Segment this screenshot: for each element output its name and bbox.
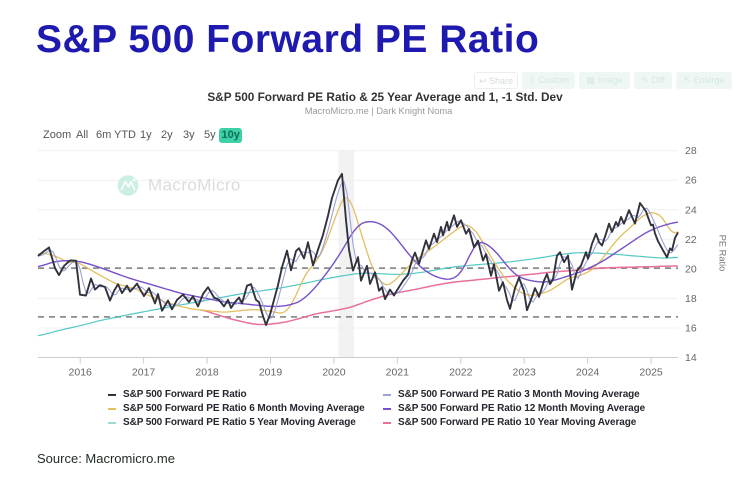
svg-text:16: 16	[685, 323, 697, 335]
svg-text:20: 20	[685, 263, 697, 275]
svg-text:2024: 2024	[576, 367, 600, 379]
svg-text:2016: 2016	[69, 367, 93, 379]
svg-text:PE Ratio: PE Ratio	[718, 235, 728, 272]
svg-text:28: 28	[685, 145, 697, 157]
svg-text:26: 26	[685, 175, 697, 187]
svg-text:2017: 2017	[132, 367, 156, 379]
svg-text:22: 22	[685, 234, 697, 246]
svg-text:2023: 2023	[513, 367, 537, 379]
svg-text:2025: 2025	[639, 367, 663, 379]
svg-text:24: 24	[685, 204, 697, 216]
svg-text:MacroMicro: MacroMicro	[148, 176, 241, 195]
svg-text:2018: 2018	[195, 367, 219, 379]
svg-text:14: 14	[685, 352, 697, 364]
svg-text:18: 18	[685, 293, 697, 305]
svg-text:2020: 2020	[322, 367, 346, 379]
svg-text:2019: 2019	[259, 367, 283, 379]
svg-text:2021: 2021	[386, 367, 410, 379]
svg-text:2022: 2022	[449, 367, 473, 379]
